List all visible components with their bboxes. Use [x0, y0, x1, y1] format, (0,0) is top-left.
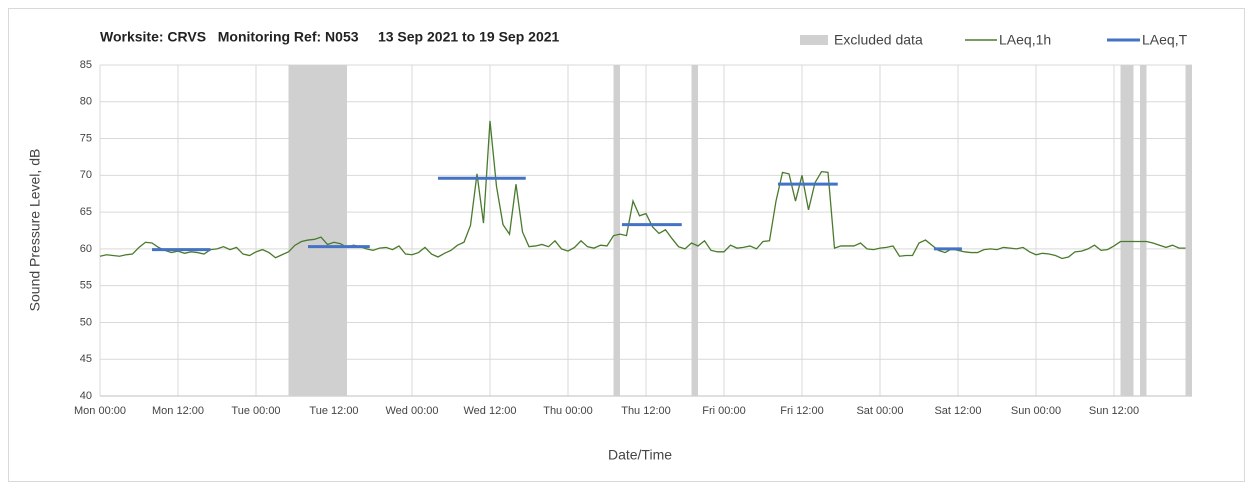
x-tick-label: Sat 12:00: [934, 405, 981, 417]
excluded-band: [1140, 65, 1147, 396]
y-tick-label: 40: [80, 390, 92, 402]
x-tick-label: Sun 00:00: [1011, 405, 1061, 417]
legend-swatch-excluded: [800, 35, 828, 45]
data-line: [99, 120, 1186, 260]
excluded-band: [613, 65, 620, 396]
excluded-band: [1185, 65, 1192, 396]
x-tick-label: Wed 00:00: [385, 405, 438, 417]
excluded-band: [691, 65, 698, 396]
y-tick-label: 65: [80, 206, 92, 218]
y-tick-label: 60: [80, 243, 92, 255]
y-tick-label: 45: [80, 353, 92, 365]
y-axis-label: Sound Pressure Level, dB: [27, 149, 43, 312]
x-axis-label: Date/Time: [608, 447, 672, 463]
y-tick-label: 55: [80, 280, 92, 292]
x-tick-label: Sat 00:00: [856, 405, 903, 417]
x-tick-label: Mon 12:00: [152, 405, 204, 417]
y-tick-label: 75: [80, 132, 92, 144]
x-tick-label: Wed 12:00: [463, 405, 516, 417]
y-tick-label: 70: [80, 169, 92, 181]
chart-title: Worksite: CRVS Monitoring Ref: N053 13 S…: [100, 29, 560, 45]
legend-label: LAeq,1h: [999, 32, 1051, 48]
x-tick-label: Fri 12:00: [780, 405, 823, 417]
y-tick-label: 80: [80, 96, 92, 108]
x-tick-label: Thu 00:00: [543, 405, 593, 417]
x-tick-label: Sun 12:00: [1089, 405, 1139, 417]
y-tick-label: 50: [80, 316, 92, 328]
excluded-band: [1120, 65, 1134, 396]
excluded-band: [288, 65, 347, 396]
chart-frame: [8, 8, 1245, 482]
x-tick-label: Thu 12:00: [621, 405, 671, 417]
x-tick-label: Tue 00:00: [231, 405, 280, 417]
x-tick-label: Fri 00:00: [702, 405, 745, 417]
y-tick-label: 85: [80, 59, 92, 71]
x-tick-label: Mon 00:00: [74, 405, 126, 417]
legend-label: Excluded data: [834, 32, 923, 48]
x-tick-label: Tue 12:00: [309, 405, 358, 417]
legend-label: LAeq,T: [1142, 32, 1188, 48]
